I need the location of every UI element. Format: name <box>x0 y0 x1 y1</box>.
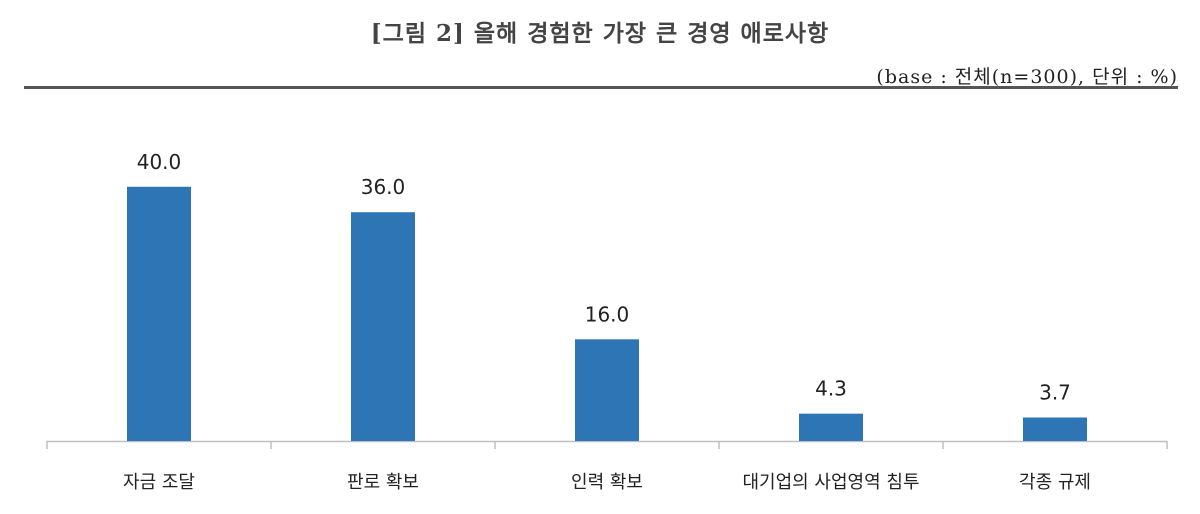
bar <box>351 212 415 441</box>
header-divider <box>24 86 1178 89</box>
category-label: 자금 조달 <box>123 472 195 493</box>
category-labels-group: 자금 조달 판로 확보 인력 확보 대기업의 사업영역 침투 각종 규제 <box>123 472 1091 493</box>
x-axis-ticks <box>46 441 1168 449</box>
category-label: 각종 규제 <box>1019 472 1091 493</box>
bar <box>799 413 863 441</box>
value-labels-group: 40.0 36.0 16.0 4.3 3.7 <box>137 150 1071 405</box>
bar <box>575 339 639 441</box>
category-label: 판로 확보 <box>347 472 419 493</box>
bar-value-label: 40.0 <box>137 150 182 174</box>
bar <box>127 186 191 441</box>
bar-value-label: 3.7 <box>1039 380 1071 404</box>
bar-value-label: 4.3 <box>815 377 847 401</box>
bars-group <box>127 186 1087 441</box>
category-label: 인력 확보 <box>571 472 643 493</box>
bar-value-label: 36.0 <box>361 175 406 199</box>
category-label: 대기업의 사업영역 침투 <box>742 472 919 493</box>
bar-value-label: 16.0 <box>585 302 630 326</box>
bar <box>1023 417 1087 441</box>
chart-title: [그림 2] 올해 경험한 가장 큰 경영 애로사항 <box>370 20 830 47</box>
base-note: (base : 전체(n=300), 단위 : %) <box>876 66 1178 88</box>
